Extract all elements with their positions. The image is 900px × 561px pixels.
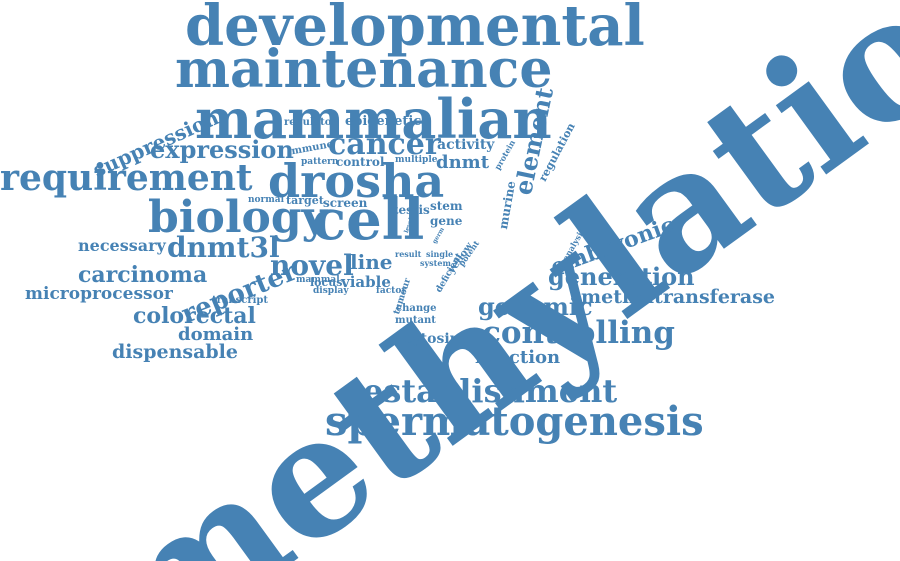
word-single: single (426, 249, 454, 259)
word-dnmt: dnmt (436, 152, 490, 173)
word-multiple: multiple (395, 155, 438, 165)
word-normal: normal (248, 195, 285, 205)
word-epigenetic: epigenetic (345, 114, 422, 129)
word-viable: viable (341, 273, 391, 291)
word-mutant: mutant (395, 315, 436, 326)
word-pattern: pattern (301, 157, 339, 167)
word-controlling: controlling (482, 315, 675, 351)
word-target: target (286, 194, 324, 207)
word-line: line (350, 250, 393, 274)
word-gene: gene (430, 214, 463, 228)
word-control: control (336, 155, 385, 169)
word-factor: factor (376, 286, 407, 296)
word-display: display (313, 286, 349, 296)
word-carcinoma: carcinoma (78, 262, 208, 288)
word-testis: testis (393, 203, 430, 217)
word-function: function (475, 347, 561, 368)
word-stem: stem (430, 199, 463, 213)
word-colorectal: colorectal (133, 303, 256, 329)
word-drosha: drosha (268, 154, 445, 208)
word-result: result (395, 249, 422, 259)
word-activity: activity (437, 137, 495, 153)
word-domain: domain (178, 324, 254, 345)
word-screen: screen (323, 196, 368, 210)
word-necessary: necessary (78, 236, 166, 255)
word-locus: locus (310, 276, 343, 289)
word-change: change (396, 303, 437, 314)
word-biology: biology (148, 192, 328, 243)
word-dnmt3l: dnmt3l (167, 231, 280, 264)
word-methyltransferase: methyltransferase (581, 286, 776, 308)
word-maintenance: maintenance (175, 39, 553, 100)
word-requirement: requirement (0, 157, 253, 199)
word-developmental: developmental (185, 0, 645, 59)
word-regulator: regulator (284, 117, 337, 128)
word-generation: generation (548, 262, 695, 291)
word-dispensable: dispensable (112, 341, 238, 363)
word-transcript: transcript (212, 295, 269, 306)
word-expression: expression (150, 135, 294, 164)
word-spermatogenesis: spermatogenesis (325, 398, 704, 445)
word-cancer: cancer (328, 127, 441, 162)
word-system: system (420, 258, 451, 268)
word-establishment: establishment (363, 372, 618, 410)
word-mammalian: mammalian (195, 87, 552, 151)
word-cytosine: cytosine (404, 331, 469, 347)
word-cell: cell (312, 187, 425, 253)
word-germ: germ (431, 226, 446, 245)
word-mammal: mammal (296, 275, 340, 285)
word-novel: novel (270, 249, 354, 282)
word-microprocessor: microprocessor (25, 284, 173, 304)
word-genomic: genomic (478, 292, 593, 321)
